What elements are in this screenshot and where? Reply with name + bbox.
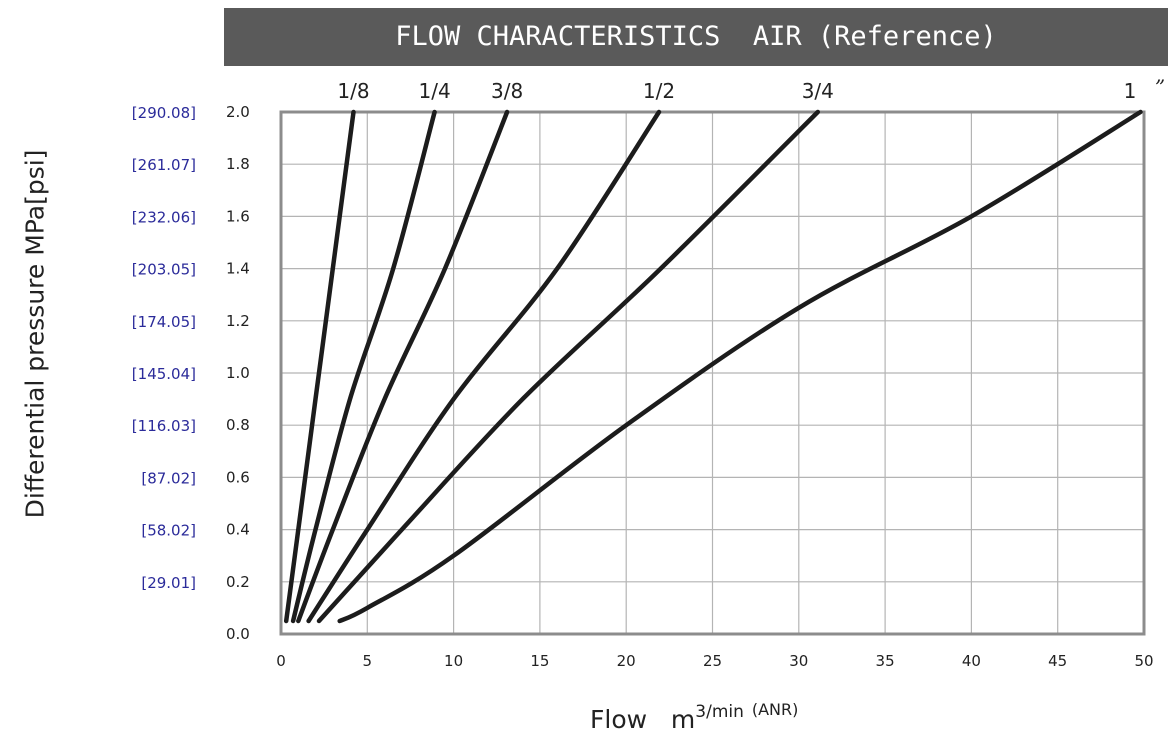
x-tick-label: 0 <box>276 652 286 670</box>
y-tick-label: 1.6 <box>226 207 250 225</box>
y-tick-label: 0.8 <box>226 416 250 434</box>
plot-frame <box>279 110 1146 636</box>
series-label: 1 <box>1124 79 1137 103</box>
y-tick-psi-label: [203.05] <box>132 261 196 279</box>
series-line <box>316 109 821 624</box>
x-tick-label: 35 <box>876 652 895 670</box>
title-banner: FLOW CHARACTERISTICS AIR (Reference) <box>224 8 1168 66</box>
y-tick-label: 0.2 <box>226 573 250 591</box>
inch-mark: ” <box>1155 75 1165 99</box>
y-tick-label: 2.0 <box>226 103 250 121</box>
y-tick-label: 1.2 <box>226 312 250 330</box>
x-tick-label: 30 <box>789 652 808 670</box>
x-tick-label: 10 <box>444 652 463 670</box>
y-tick-psi-label: [29.01] <box>141 574 196 592</box>
series-line <box>296 109 510 624</box>
series-line <box>337 109 1143 624</box>
y-tick-psi-label: [145.04] <box>132 365 196 383</box>
x-axis-unit-base: m <box>670 705 696 734</box>
y-tick-psi-label: [87.02] <box>141 469 196 487</box>
y-tick-psi-label: [58.02] <box>141 522 196 540</box>
x-tick-label: 5 <box>363 652 373 670</box>
y-tick-label: 1.8 <box>226 155 250 173</box>
y-tick-psi-label: [174.05] <box>132 313 196 331</box>
x-tick-label: 15 <box>530 652 549 670</box>
x-tick-label: 20 <box>617 652 636 670</box>
y-tick-label: 1.0 <box>226 364 250 382</box>
x-tick-label: 25 <box>703 652 722 670</box>
y-tick-label: 0.0 <box>226 625 250 643</box>
x-axis-unit-sup: 3/min <box>695 702 744 722</box>
series-label: 1/8 <box>337 79 369 103</box>
series-line <box>306 109 662 624</box>
y-tick-psi-label: [232.06] <box>132 208 196 226</box>
x-tick-label: 40 <box>962 652 981 670</box>
chart-title: FLOW CHARACTERISTICS AIR (Reference) <box>395 21 997 52</box>
x-axis-unit-note: (ANR) <box>751 700 799 719</box>
y-tick-label: 1.4 <box>226 260 250 278</box>
y-tick-psi-label: [261.07] <box>132 156 196 174</box>
series-label: 1/2 <box>643 79 675 103</box>
x-axis-label-text: Flow <box>590 705 648 734</box>
x-tick-label: 50 <box>1134 652 1153 670</box>
series-line <box>290 109 437 624</box>
y-tick-psi-label: [116.03] <box>132 417 196 435</box>
series-line <box>283 109 356 624</box>
x-axis-label: Flow m3/min (ANR) <box>590 700 798 734</box>
y-tick-psi-label: [290.08] <box>132 104 196 122</box>
series-label: 3/8 <box>491 79 523 103</box>
series-label: 1/4 <box>419 79 451 103</box>
y-tick-label: 0.4 <box>226 521 250 539</box>
x-tick-label: 45 <box>1048 652 1067 670</box>
series-label: 3/4 <box>802 79 834 103</box>
y-tick-label: 0.6 <box>226 468 250 486</box>
